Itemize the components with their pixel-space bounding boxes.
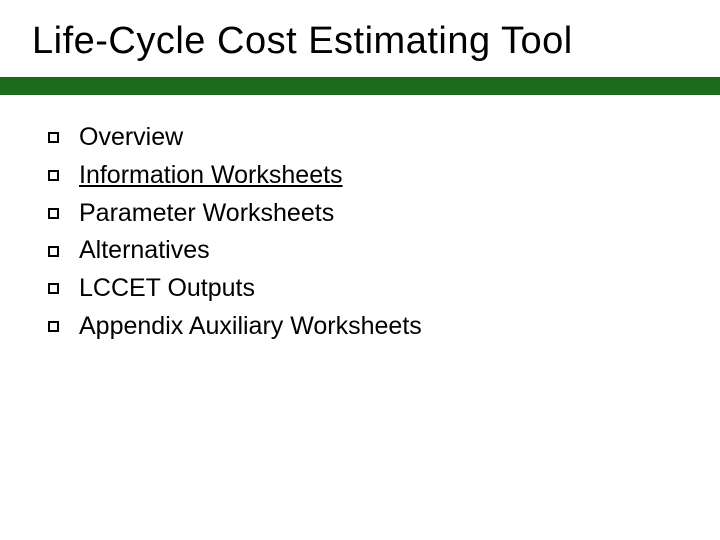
list-item-label: Overview <box>79 121 183 155</box>
list-item: Overview <box>48 121 720 155</box>
list-item: Information Worksheets <box>48 159 720 193</box>
slide-title: Life-Cycle Cost Estimating Tool <box>0 20 720 63</box>
square-bullet-icon <box>48 283 59 294</box>
square-bullet-icon <box>48 208 59 219</box>
list-item: Parameter Worksheets <box>48 197 720 231</box>
content-area: Overview Information Worksheets Paramete… <box>0 95 720 344</box>
list-item: Alternatives <box>48 234 720 268</box>
list-item-label: LCCET Outputs <box>79 272 255 306</box>
bullet-list: Overview Information Worksheets Paramete… <box>48 121 720 344</box>
square-bullet-icon <box>48 321 59 332</box>
accent-bar <box>0 77 720 95</box>
list-item: LCCET Outputs <box>48 272 720 306</box>
slide-container: Life-Cycle Cost Estimating Tool Overview… <box>0 0 720 540</box>
square-bullet-icon <box>48 170 59 181</box>
square-bullet-icon <box>48 246 59 257</box>
list-item-label: Parameter Worksheets <box>79 197 334 231</box>
list-item: Appendix Auxiliary Worksheets <box>48 310 720 344</box>
list-item-label: Appendix Auxiliary Worksheets <box>79 310 422 344</box>
list-item-label: Alternatives <box>79 234 210 268</box>
list-item-label: Information Worksheets <box>79 159 343 193</box>
square-bullet-icon <box>48 132 59 143</box>
